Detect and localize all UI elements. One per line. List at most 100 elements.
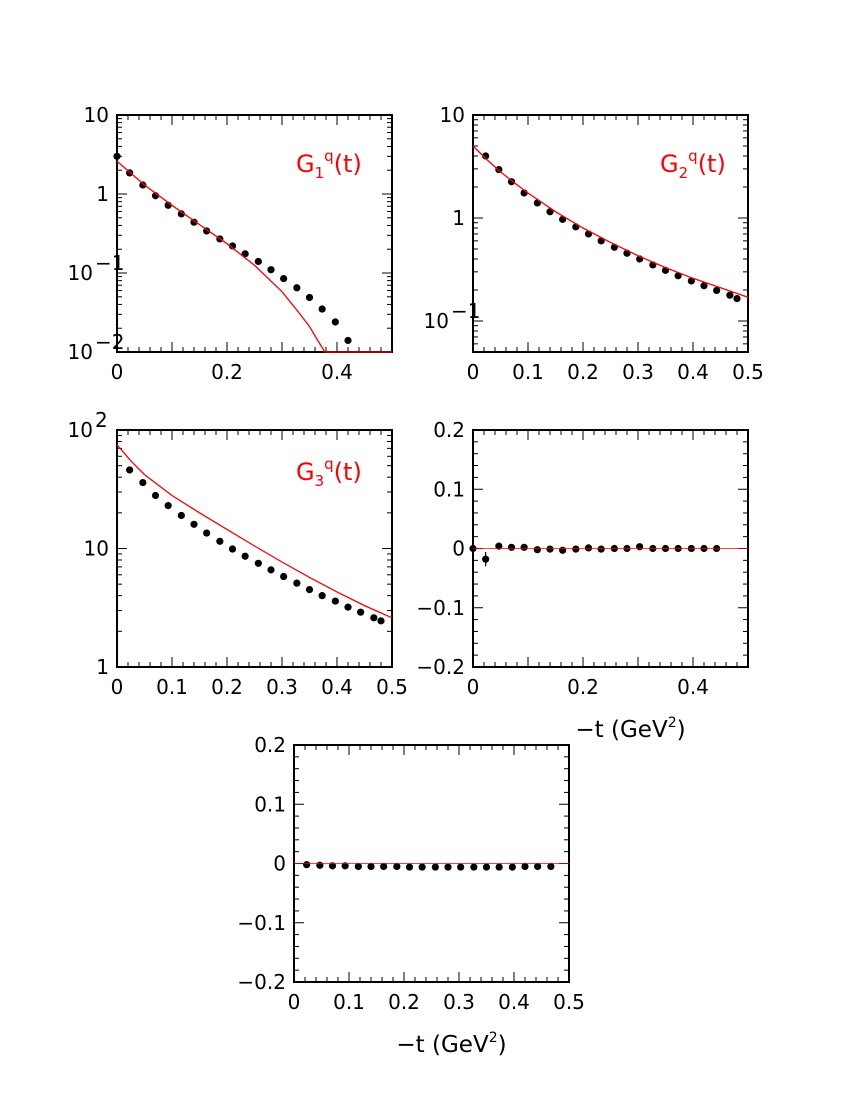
- y-tick-label: −0.2: [237, 970, 286, 994]
- data-point: [228, 242, 237, 250]
- data-point: [508, 863, 516, 871]
- x-tick-label: 0.4: [677, 675, 709, 699]
- y-tick-label: 10: [440, 103, 465, 127]
- model-curve: [116, 444, 393, 619]
- data-point: [534, 862, 542, 871]
- y-tick-label: 10: [68, 340, 93, 364]
- data-point: [280, 274, 288, 283]
- data-point: [520, 543, 528, 551]
- y-tick-label: 0.2: [433, 418, 465, 442]
- x-tick-label: 0.4: [321, 360, 353, 384]
- data-point: [521, 862, 529, 871]
- y-tick-label: 10: [68, 261, 93, 285]
- data-point: [482, 152, 490, 160]
- x-tick-label: 0: [111, 675, 124, 699]
- data-point: [267, 266, 275, 274]
- data-point: [203, 227, 211, 235]
- data-point: [370, 614, 378, 622]
- x-tick-label: 0: [467, 360, 480, 384]
- data-point: [254, 257, 262, 266]
- panel-label: G2q(t): [660, 147, 726, 182]
- y-tick-label: 1: [452, 206, 465, 230]
- data-point: [228, 545, 237, 553]
- data-point: [293, 284, 301, 292]
- data-point: [341, 862, 349, 870]
- data-point: [559, 546, 567, 554]
- y-tick-label: 1: [96, 182, 109, 206]
- x-axis-title: −t (GeV2): [575, 715, 685, 743]
- data-point: [733, 294, 741, 303]
- data-point: [344, 603, 352, 611]
- x-tick-label: 0.5: [376, 675, 408, 699]
- data-point: [357, 608, 365, 616]
- model-curve: [472, 145, 749, 298]
- y-tick-exponent: −1: [451, 299, 480, 323]
- y-tick-label: −0.1: [416, 596, 465, 620]
- data-point: [254, 559, 262, 567]
- data-point: [726, 291, 734, 299]
- plot-frame: [116, 114, 393, 353]
- x-tick-label: 0.1: [156, 675, 188, 699]
- y-tick-label: 0.1: [433, 477, 465, 501]
- panel-label: G3q(t): [296, 455, 362, 490]
- data-point: [113, 152, 121, 160]
- x-tick-label: 0.3: [266, 675, 298, 699]
- x-tick-label: 0: [288, 990, 301, 1014]
- data-point: [470, 863, 478, 871]
- x-tick-label: 0: [111, 360, 124, 384]
- y-tick-exponent: −1: [95, 251, 124, 275]
- data-point: [267, 566, 275, 574]
- x-tick-label: 0.2: [211, 675, 243, 699]
- data-point: [305, 293, 314, 302]
- data-point: [126, 466, 134, 474]
- data-point: [331, 318, 339, 326]
- x-tick-label: 0.5: [732, 360, 764, 384]
- data-point: [418, 863, 426, 871]
- data-point: [597, 545, 605, 553]
- y-tick-label: 10: [84, 537, 109, 561]
- data-point: [203, 529, 211, 537]
- x-axis-title: −t (GeV2): [396, 1030, 506, 1058]
- y-tick-label: −0.1: [237, 911, 286, 935]
- data-point: [674, 272, 682, 280]
- data-point: [354, 862, 362, 871]
- data-point: [177, 210, 185, 218]
- data-point: [241, 552, 249, 560]
- data-point: [380, 862, 388, 871]
- y-tick-label: 10: [68, 418, 93, 442]
- panel-residual-a: 0 0.2 0.4 0.2 0.1 0 −0.1 −0.2 −t (GeV2): [416, 418, 749, 743]
- data-point: [139, 181, 147, 189]
- data-point: [507, 543, 516, 551]
- data-point: [151, 491, 160, 500]
- data-point: [546, 545, 554, 553]
- x-tick-label: 0: [467, 675, 480, 699]
- y-tick-exponent: 2: [95, 408, 108, 432]
- data-point: [190, 218, 198, 226]
- data-point: [495, 542, 503, 550]
- data-point: [241, 250, 249, 258]
- data-point: [316, 861, 324, 869]
- data-point: [636, 543, 644, 551]
- x-tick-label: 0.1: [333, 990, 365, 1014]
- data-point: [293, 579, 301, 587]
- data-point: [328, 862, 337, 870]
- y-tick-label: 10: [424, 309, 449, 333]
- data-point: [431, 863, 439, 871]
- y-tick-label: 10: [84, 103, 109, 127]
- data-point: [177, 511, 185, 520]
- data-point: [405, 863, 414, 871]
- y-tick-label: 0.2: [254, 733, 286, 757]
- data-point: [318, 305, 326, 313]
- x-tick-label: 0.4: [677, 360, 709, 384]
- data-point: [280, 572, 288, 581]
- x-tick-label: 0.3: [622, 360, 654, 384]
- data-point: [216, 537, 224, 545]
- model-curve: [116, 160, 392, 353]
- data-point: [482, 555, 490, 563]
- x-tick-label: 0.5: [553, 990, 585, 1014]
- x-tick-label: 0.4: [321, 675, 353, 699]
- data-point: [190, 520, 198, 528]
